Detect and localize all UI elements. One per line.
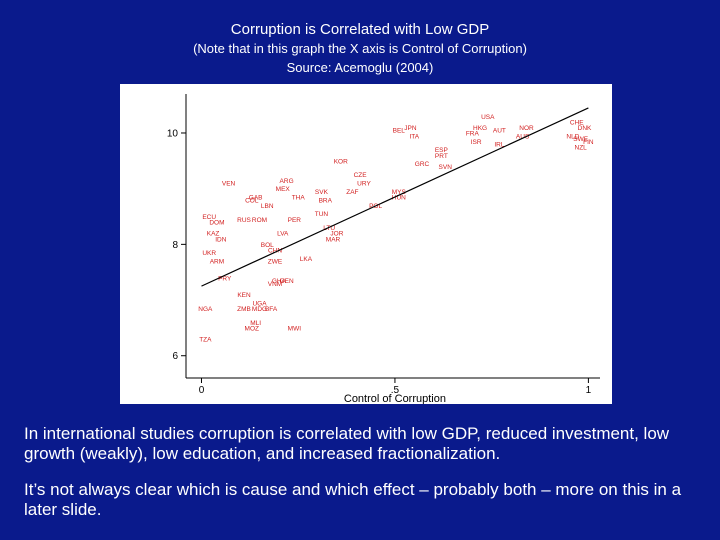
title-block: Corruption is Correlated with Low GDP (N… [0,20,720,77]
data-point-mdg: MDG [252,306,267,313]
data-point-bfa: BFA [265,306,278,313]
data-point-gha: GHA [272,278,287,285]
data-point-tha: THA [292,195,306,202]
y-tick-label: 10 [167,128,179,139]
data-point-nor: NOR [519,125,534,132]
data-point-hkg: HKG [473,125,487,132]
data-point-dnk: DNK [578,125,592,132]
data-point-tun: TUN [315,211,329,218]
paragraph-correlation: In international studies corruption is c… [24,424,670,463]
data-point-ven: VEN [222,181,236,188]
data-point-rus: RUS [237,217,251,224]
data-point-ita: ITA [409,133,419,140]
data-point-esp: ESP [435,147,448,154]
x-axis-label: Control of Corruption [344,393,446,404]
data-point-rom: ROM [252,217,267,224]
data-point-ltu: LTU [323,225,335,232]
paragraph-cause-effect: It’s not always clear which is cause and… [24,480,682,519]
data-point-pry: PRY [218,275,232,282]
data-point-lka: LKA [300,256,313,263]
data-point-nga: NGA [198,306,213,313]
data-point-swe: SWE [573,136,588,143]
data-point-chn: CHN [268,247,282,254]
data-point-zaf: ZAF [346,189,358,196]
data-point-moz: MOZ [245,325,259,332]
data-point-aus: AUS [516,133,530,140]
data-point-aut: AUT [493,128,506,135]
data-point-svk: SVK [315,189,329,196]
y-tick-label: 8 [172,240,178,251]
x-tick-label: 1 [586,385,592,396]
data-point-uga: UGA [252,300,267,307]
data-point-tza: TZA [199,337,212,344]
data-point-mys: MYS [392,189,407,196]
data-point-per: PER [288,217,302,224]
data-point-gen: GEN [280,278,294,285]
data-point-kor: KOR [334,158,348,165]
data-point-zwe: ZWE [268,259,283,266]
data-point-bol: BOL [261,242,274,249]
scatter-plot-panel: USA HKG AUT NOR ISR FRA AUS IRL ESP PRT JPN BEL ITA C… [120,84,612,405]
data-point-mar: MAR [326,236,341,243]
x-tick-label: .5 [391,385,400,396]
ticks-layer: 0 .5 1 6 8 10 [167,128,592,396]
data-point-jor: JOR [330,231,343,238]
data-point-arg: ARG [280,178,294,185]
data-point-lva: LVA [277,231,289,238]
data-point-mli: MLI [250,320,261,327]
data-point-prt: PRT [435,153,448,160]
data-point-gab: GAB [249,195,263,202]
data-point-col: COL [245,197,259,204]
data-point-fra: FRA [466,130,480,137]
data-point-grc: GRC [415,161,430,168]
data-point-svn: SVN [439,164,453,171]
data-point-fin: FIN [583,139,594,146]
data-point-jpn: JPN [404,125,417,132]
data-point-mex: MEX [276,186,291,193]
data-point-kaz: KAZ [207,231,220,238]
data-point-zmb: ZMB [237,306,251,313]
slide-source: Source: Acemoglu (2004) [286,60,434,75]
data-point-che: CHE [570,119,584,126]
data-point-ukr: UKR [202,250,216,257]
slide-title: Corruption is Correlated with Low GDP [230,21,490,38]
data-point-isr: ISR [471,139,482,146]
data-point-ecu: ECU [202,214,216,221]
x-tick-label: 0 [199,385,205,396]
slide-note: (Note that in this graph the X axis is C… [193,41,527,56]
data-point-hun: HUN [392,195,406,202]
data-point-vnm: VNM [268,281,282,288]
data-point-ury: URY [357,181,371,188]
data-point-arm: ARM [210,259,224,266]
data-point-idn: IDN [215,236,227,243]
y-tick-label: 6 [172,351,178,362]
data-point-irl: IRL [494,142,505,149]
data-point-nzl: NZL [575,144,588,151]
data-point-usa: USA [481,114,495,121]
data-point-lbn: LBN [261,203,274,210]
data-point-bel: BEL [393,128,406,135]
data-point-ken: KEN [237,292,251,299]
data-point-mwi: MWI [288,325,302,332]
data-point-nld: NLD [566,133,579,140]
data-point-dom: DOM [209,220,224,227]
data-point-bra: BRA [319,197,333,204]
data-point-cze: CZE [354,172,368,179]
fit-line [201,107,589,287]
